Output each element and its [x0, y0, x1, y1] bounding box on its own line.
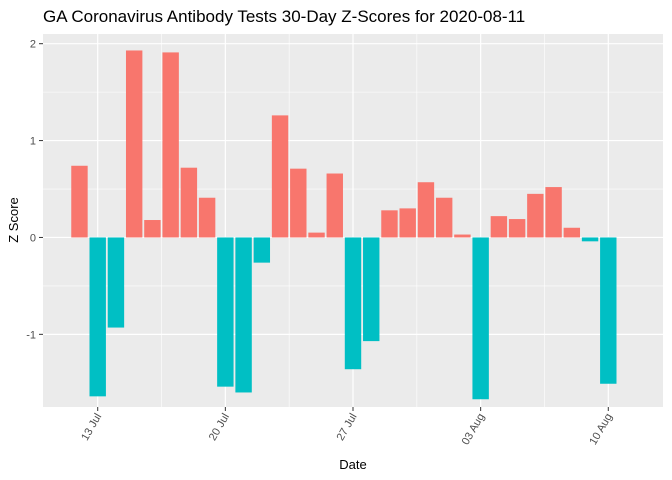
bars: [71, 50, 617, 400]
chart-title: GA Coronavirus Antibody Tests 30-Day Z-S…: [43, 7, 525, 26]
bar: [253, 237, 271, 263]
bar: [472, 237, 489, 400]
x-axis-ticks: 13 Jul 20 Jul 27 Jul 03 Aug 10 Aug: [79, 407, 615, 447]
y-axis-title: Z Score: [6, 197, 21, 243]
bar: [563, 227, 581, 238]
y-tick-label: -1: [26, 329, 36, 341]
bar: [490, 216, 508, 238]
x-tick-label: 20 Jul: [207, 412, 232, 443]
bar: [71, 165, 88, 238]
bar: [271, 115, 289, 238]
x-tick-label: 03 Aug: [460, 412, 488, 448]
bar: [508, 219, 526, 238]
bar: [326, 173, 343, 238]
bar: [162, 52, 179, 238]
y-axis-ticks: -1 0 1 2: [26, 39, 43, 341]
bar: [144, 220, 161, 238]
bar: [290, 168, 307, 238]
bar: [308, 232, 325, 238]
bar: [454, 234, 471, 238]
bar: [600, 237, 617, 384]
bar: [180, 167, 198, 238]
x-tick-label: 27 Jul: [335, 412, 360, 443]
bar: [545, 187, 562, 238]
bar: [581, 237, 599, 242]
bar: [363, 237, 380, 342]
bar: [417, 182, 435, 238]
bar: [107, 237, 125, 328]
bar: [435, 197, 453, 238]
bar: [381, 210, 398, 238]
bar: [198, 197, 216, 238]
bar: [235, 237, 252, 393]
bar: [217, 237, 234, 387]
y-tick-label: 2: [30, 39, 36, 51]
bar: [344, 237, 362, 370]
bar: [89, 237, 106, 397]
bar: [399, 208, 416, 238]
y-tick-label: 0: [30, 232, 36, 244]
x-tick-label: 10 Aug: [587, 412, 615, 448]
x-axis-title: Date: [339, 457, 366, 472]
x-tick-label: 13 Jul: [79, 412, 104, 443]
bar: [527, 193, 544, 238]
bar: [125, 50, 143, 238]
y-tick-label: 1: [30, 136, 36, 148]
